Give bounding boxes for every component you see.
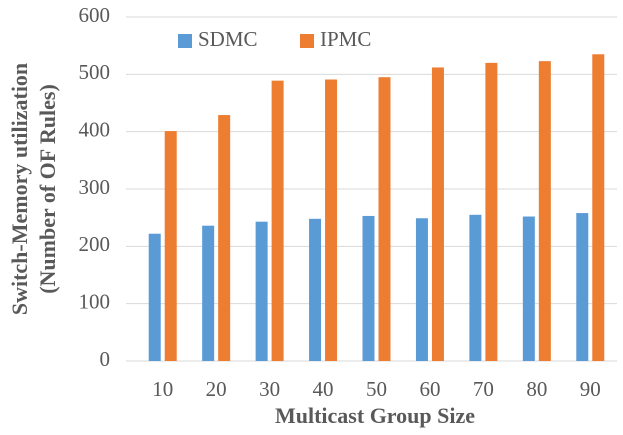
bar [325,79,338,361]
bar [362,215,375,361]
legend-swatch [300,34,314,48]
x-tick-label: 30 [259,377,280,401]
bar [485,62,498,361]
x-tick-label: 50 [366,377,387,401]
x-tick-label: 60 [419,377,440,401]
y-tick-label: 100 [79,289,111,313]
bar [218,115,231,361]
x-tick-label: 20 [206,377,227,401]
y-tick-label: 300 [79,175,111,199]
bar [431,67,444,361]
bar [309,218,322,361]
x-tick-label: 90 [580,377,601,401]
legend-label: IPMC [320,27,371,51]
y-tick-label: 200 [79,232,111,256]
bar [164,131,177,361]
bar [576,213,589,361]
y-tick-label: 600 [79,3,111,27]
x-axis-title: Multicast Group Size [275,403,475,428]
bar [255,221,268,361]
bar [522,216,535,361]
legend-label: SDMC [198,27,258,51]
x-tick-label: 80 [526,377,547,401]
bar [378,77,391,361]
bar [538,61,551,361]
bar [148,233,161,361]
bar [271,80,284,361]
bar [202,225,215,361]
y-tick-label: 400 [79,117,111,141]
y-tick-label: 0 [100,347,111,371]
x-tick-label: 70 [473,377,494,401]
x-tick-label: 40 [313,377,334,401]
bar [469,214,482,361]
y-tick-label: 500 [79,60,111,84]
x-tick-label: 10 [152,377,173,401]
y-axis-title: (Number of OF Rules) [35,84,60,294]
bar [592,54,605,362]
y-axis-title: Switch-Memory utilization [7,63,32,315]
legend-swatch [178,34,192,48]
bar [415,218,428,361]
